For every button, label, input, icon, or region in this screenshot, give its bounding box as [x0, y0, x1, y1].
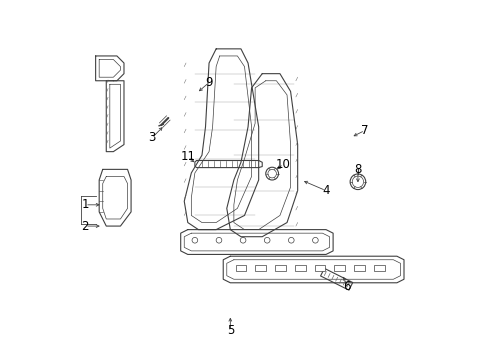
Polygon shape	[99, 169, 131, 226]
Polygon shape	[184, 233, 329, 251]
Polygon shape	[99, 59, 120, 77]
Polygon shape	[181, 230, 332, 255]
Polygon shape	[96, 56, 124, 81]
Polygon shape	[320, 268, 352, 290]
Text: 5: 5	[226, 324, 234, 337]
Text: 7: 7	[361, 124, 368, 137]
Text: 10: 10	[276, 158, 290, 171]
Polygon shape	[226, 74, 297, 237]
Polygon shape	[195, 161, 262, 168]
Text: 11: 11	[180, 150, 195, 163]
Polygon shape	[184, 49, 258, 230]
Text: 6: 6	[343, 280, 350, 293]
Polygon shape	[106, 81, 124, 152]
Text: 3: 3	[148, 131, 156, 144]
Text: 4: 4	[322, 184, 329, 197]
Bar	[255, 265, 265, 271]
Bar	[275, 265, 285, 271]
Polygon shape	[102, 176, 127, 219]
Text: 8: 8	[353, 163, 361, 176]
Bar	[235, 265, 246, 271]
Polygon shape	[223, 256, 403, 283]
Polygon shape	[191, 56, 251, 222]
Text: 1: 1	[81, 198, 88, 211]
Polygon shape	[110, 84, 120, 148]
Bar	[314, 265, 325, 271]
Bar	[334, 265, 345, 271]
Bar	[294, 265, 305, 271]
Text: 9: 9	[205, 76, 212, 89]
Bar	[353, 265, 364, 271]
Polygon shape	[233, 81, 290, 230]
Text: 2: 2	[81, 220, 88, 233]
Polygon shape	[226, 260, 400, 279]
Bar	[373, 265, 384, 271]
